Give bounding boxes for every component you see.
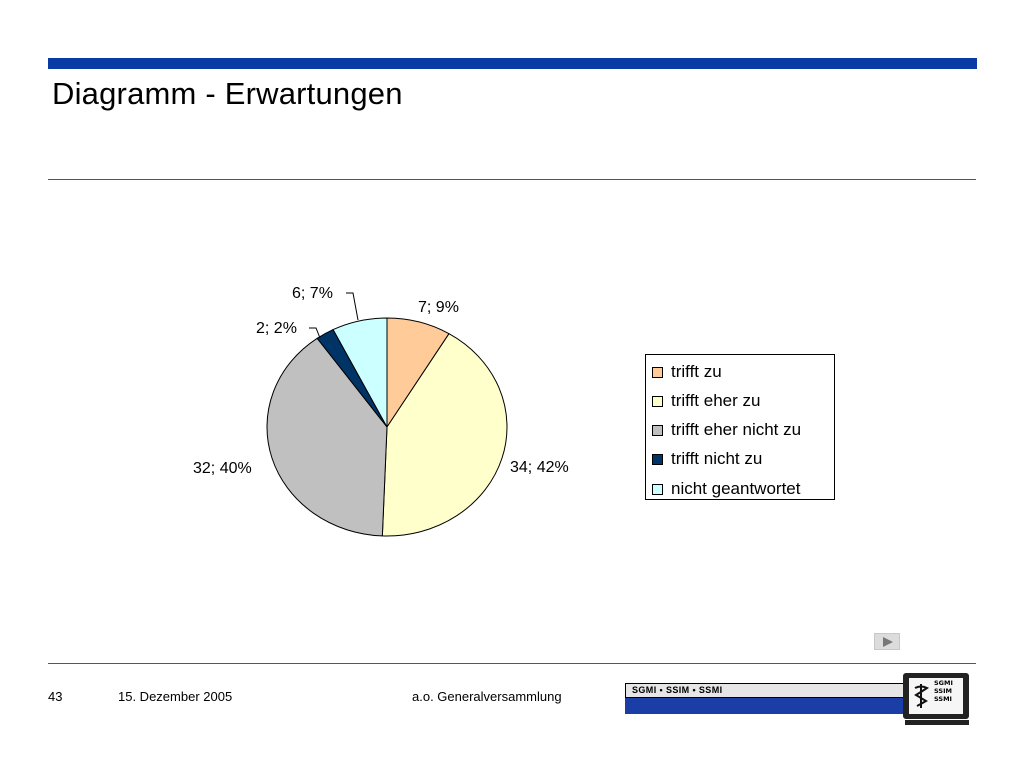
organization-logo: SGMI SSIM SSMI: [903, 673, 971, 727]
logo-monitor-base: [905, 720, 969, 725]
legend-label: trifft eher zu: [671, 391, 761, 410]
legend-item-trifft-eher-zu: trifft eher zu: [652, 391, 760, 411]
page-title: Diagramm - Erwartungen: [52, 76, 403, 111]
legend-label: nicht geantwortet: [671, 479, 801, 498]
legend-label: trifft eher nicht zu: [671, 420, 802, 439]
logo-monitor-text: SGMI SSIM SSMI: [934, 679, 953, 703]
pie-slice-trifft-eher-zu: [381, 333, 508, 537]
legend-swatch: [652, 424, 663, 436]
data-label-trifft-eher-zu: 34; 42%: [510, 459, 569, 476]
legend-swatch: [652, 395, 663, 407]
footer-event: a.o. Generalversammlung: [412, 689, 562, 704]
legend-swatch: [652, 483, 663, 495]
legend-swatch: [652, 453, 663, 465]
data-label-nicht-geantwortet: 6; 7%: [292, 285, 333, 302]
legend-label: trifft zu: [671, 362, 722, 381]
footer-divider: [48, 663, 976, 664]
pie-slice-trifft-eher-nicht-zu: [266, 337, 388, 537]
organization-banner: SGMI • SSIM • SSMI: [625, 683, 917, 714]
legend-item-trifft-zu: trifft zu: [652, 362, 722, 382]
title-divider: [48, 179, 976, 180]
logo-line-ssmi: SSMI: [934, 695, 952, 703]
chart-legend: trifft zu trifft eher zu trifft eher nic…: [645, 354, 835, 500]
caduceus-icon: [914, 684, 929, 708]
data-label-trifft-zu: 7; 9%: [418, 299, 459, 316]
leader-line-nicht-geantwortet: [346, 292, 359, 321]
leader-line-trifft-nicht-zu: [309, 327, 321, 339]
legend-item-trifft-eher-nicht-zu: trifft eher nicht zu: [652, 420, 801, 440]
legend-swatch: [652, 366, 663, 378]
legend-item-nicht-geantwortet: nicht geantwortet: [652, 479, 800, 499]
banner-text: SGMI • SSIM • SSMI: [625, 683, 917, 698]
data-labels: 7; 9% 34; 42% 32; 40% 2; 2% 6; 7%: [193, 285, 569, 477]
legend-item-trifft-nicht-zu: trifft nicht zu: [652, 449, 762, 469]
logo-line-ssim: SSIM: [934, 687, 952, 695]
pie-slice-nicht-geantwortet: [332, 317, 388, 428]
data-label-trifft-nicht-zu: 2; 2%: [256, 320, 297, 337]
legend-label: trifft nicht zu: [671, 449, 763, 468]
header-bar: [48, 58, 977, 69]
leader-lines: [309, 292, 359, 339]
data-label-trifft-eher-nicht-zu: 32; 40%: [193, 460, 252, 477]
banner-bar: [625, 698, 917, 714]
footer-date: 15. Dezember 2005: [118, 689, 233, 704]
logo-line-sgmi: SGMI: [934, 679, 953, 687]
page-number: 43: [48, 689, 63, 704]
next-slide-button[interactable]: [874, 633, 900, 650]
pie-slices: [266, 317, 508, 537]
